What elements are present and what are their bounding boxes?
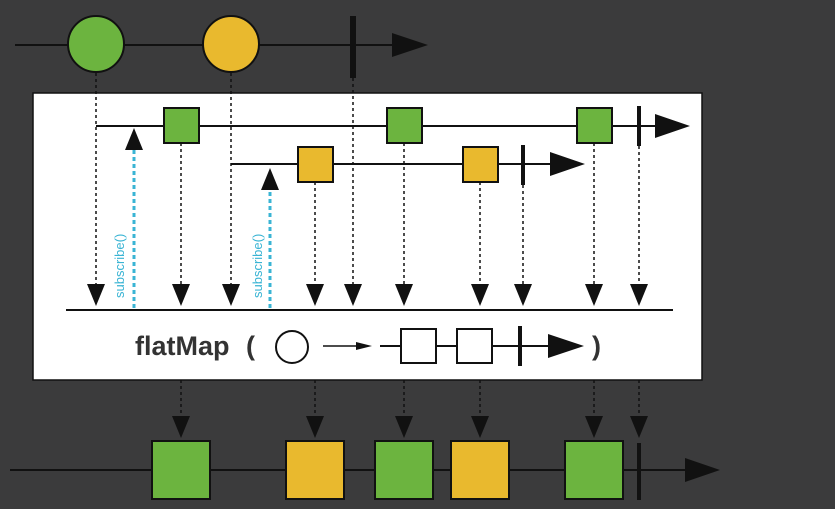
arrowhead — [306, 284, 324, 306]
arrowhead — [395, 416, 413, 438]
subscribe-label-1: subscribe() — [112, 234, 127, 298]
inner-stream-green — [96, 106, 690, 146]
source-timeline-arrow — [392, 33, 428, 57]
subscribe-label-2: subscribe() — [250, 234, 265, 298]
inner-yellow-item-2 — [462, 146, 499, 183]
output-projection-arrowheads — [172, 416, 648, 438]
arrowhead — [344, 284, 362, 306]
output-item-4-yellow — [450, 440, 510, 500]
arrowhead — [514, 284, 532, 306]
output-stream — [10, 440, 720, 500]
operator-open-paren: ( — [246, 331, 255, 361]
output-item-1-green — [151, 440, 211, 500]
operator-close-paren: ) — [592, 331, 601, 361]
arrowhead — [222, 284, 240, 306]
operator-name: flatMap — [135, 331, 230, 361]
signature-stream-arrow — [548, 334, 584, 358]
output-item-5-green — [564, 440, 624, 500]
subscribe-indicators: subscribe() subscribe() — [112, 128, 279, 308]
inner-yellow-timeline-arrow — [550, 152, 585, 176]
inner-green-item-3 — [576, 107, 613, 144]
signature-map-arrow-head — [356, 342, 372, 350]
arrowhead — [306, 416, 324, 438]
output-item-3-green — [374, 440, 434, 500]
projection-lines — [95, 73, 640, 286]
arrowhead — [585, 284, 603, 306]
signature-stream-item-1 — [400, 328, 437, 364]
output-projection-lines — [180, 380, 640, 418]
output-timeline-arrow — [685, 458, 720, 482]
inner-green-item-1 — [163, 107, 200, 144]
subscribe-arrow-1-head — [125, 128, 143, 150]
operator-signature: flatMap ( ) — [135, 326, 601, 366]
projection-arrowheads — [87, 284, 648, 306]
arrowhead — [630, 284, 648, 306]
arrowhead — [585, 416, 603, 438]
inner-green-timeline-arrow — [655, 114, 690, 138]
output-item-2-yellow — [285, 440, 345, 500]
signature-stream-item-2 — [456, 328, 493, 364]
source-stream — [15, 15, 428, 78]
source-item-green — [67, 15, 125, 73]
arrowhead — [172, 416, 190, 438]
arrowhead — [87, 284, 105, 306]
source-item-yellow — [202, 15, 260, 73]
arrowhead — [395, 284, 413, 306]
arrowhead — [172, 284, 190, 306]
inner-stream-yellow — [231, 145, 585, 185]
subscribe-arrow-2-head — [261, 168, 279, 190]
inner-green-item-2 — [386, 107, 423, 144]
arrowhead — [471, 416, 489, 438]
arrowhead — [471, 284, 489, 306]
inner-yellow-item-1 — [297, 146, 334, 183]
signature-input-circle — [275, 330, 309, 364]
arrowhead — [630, 416, 648, 438]
